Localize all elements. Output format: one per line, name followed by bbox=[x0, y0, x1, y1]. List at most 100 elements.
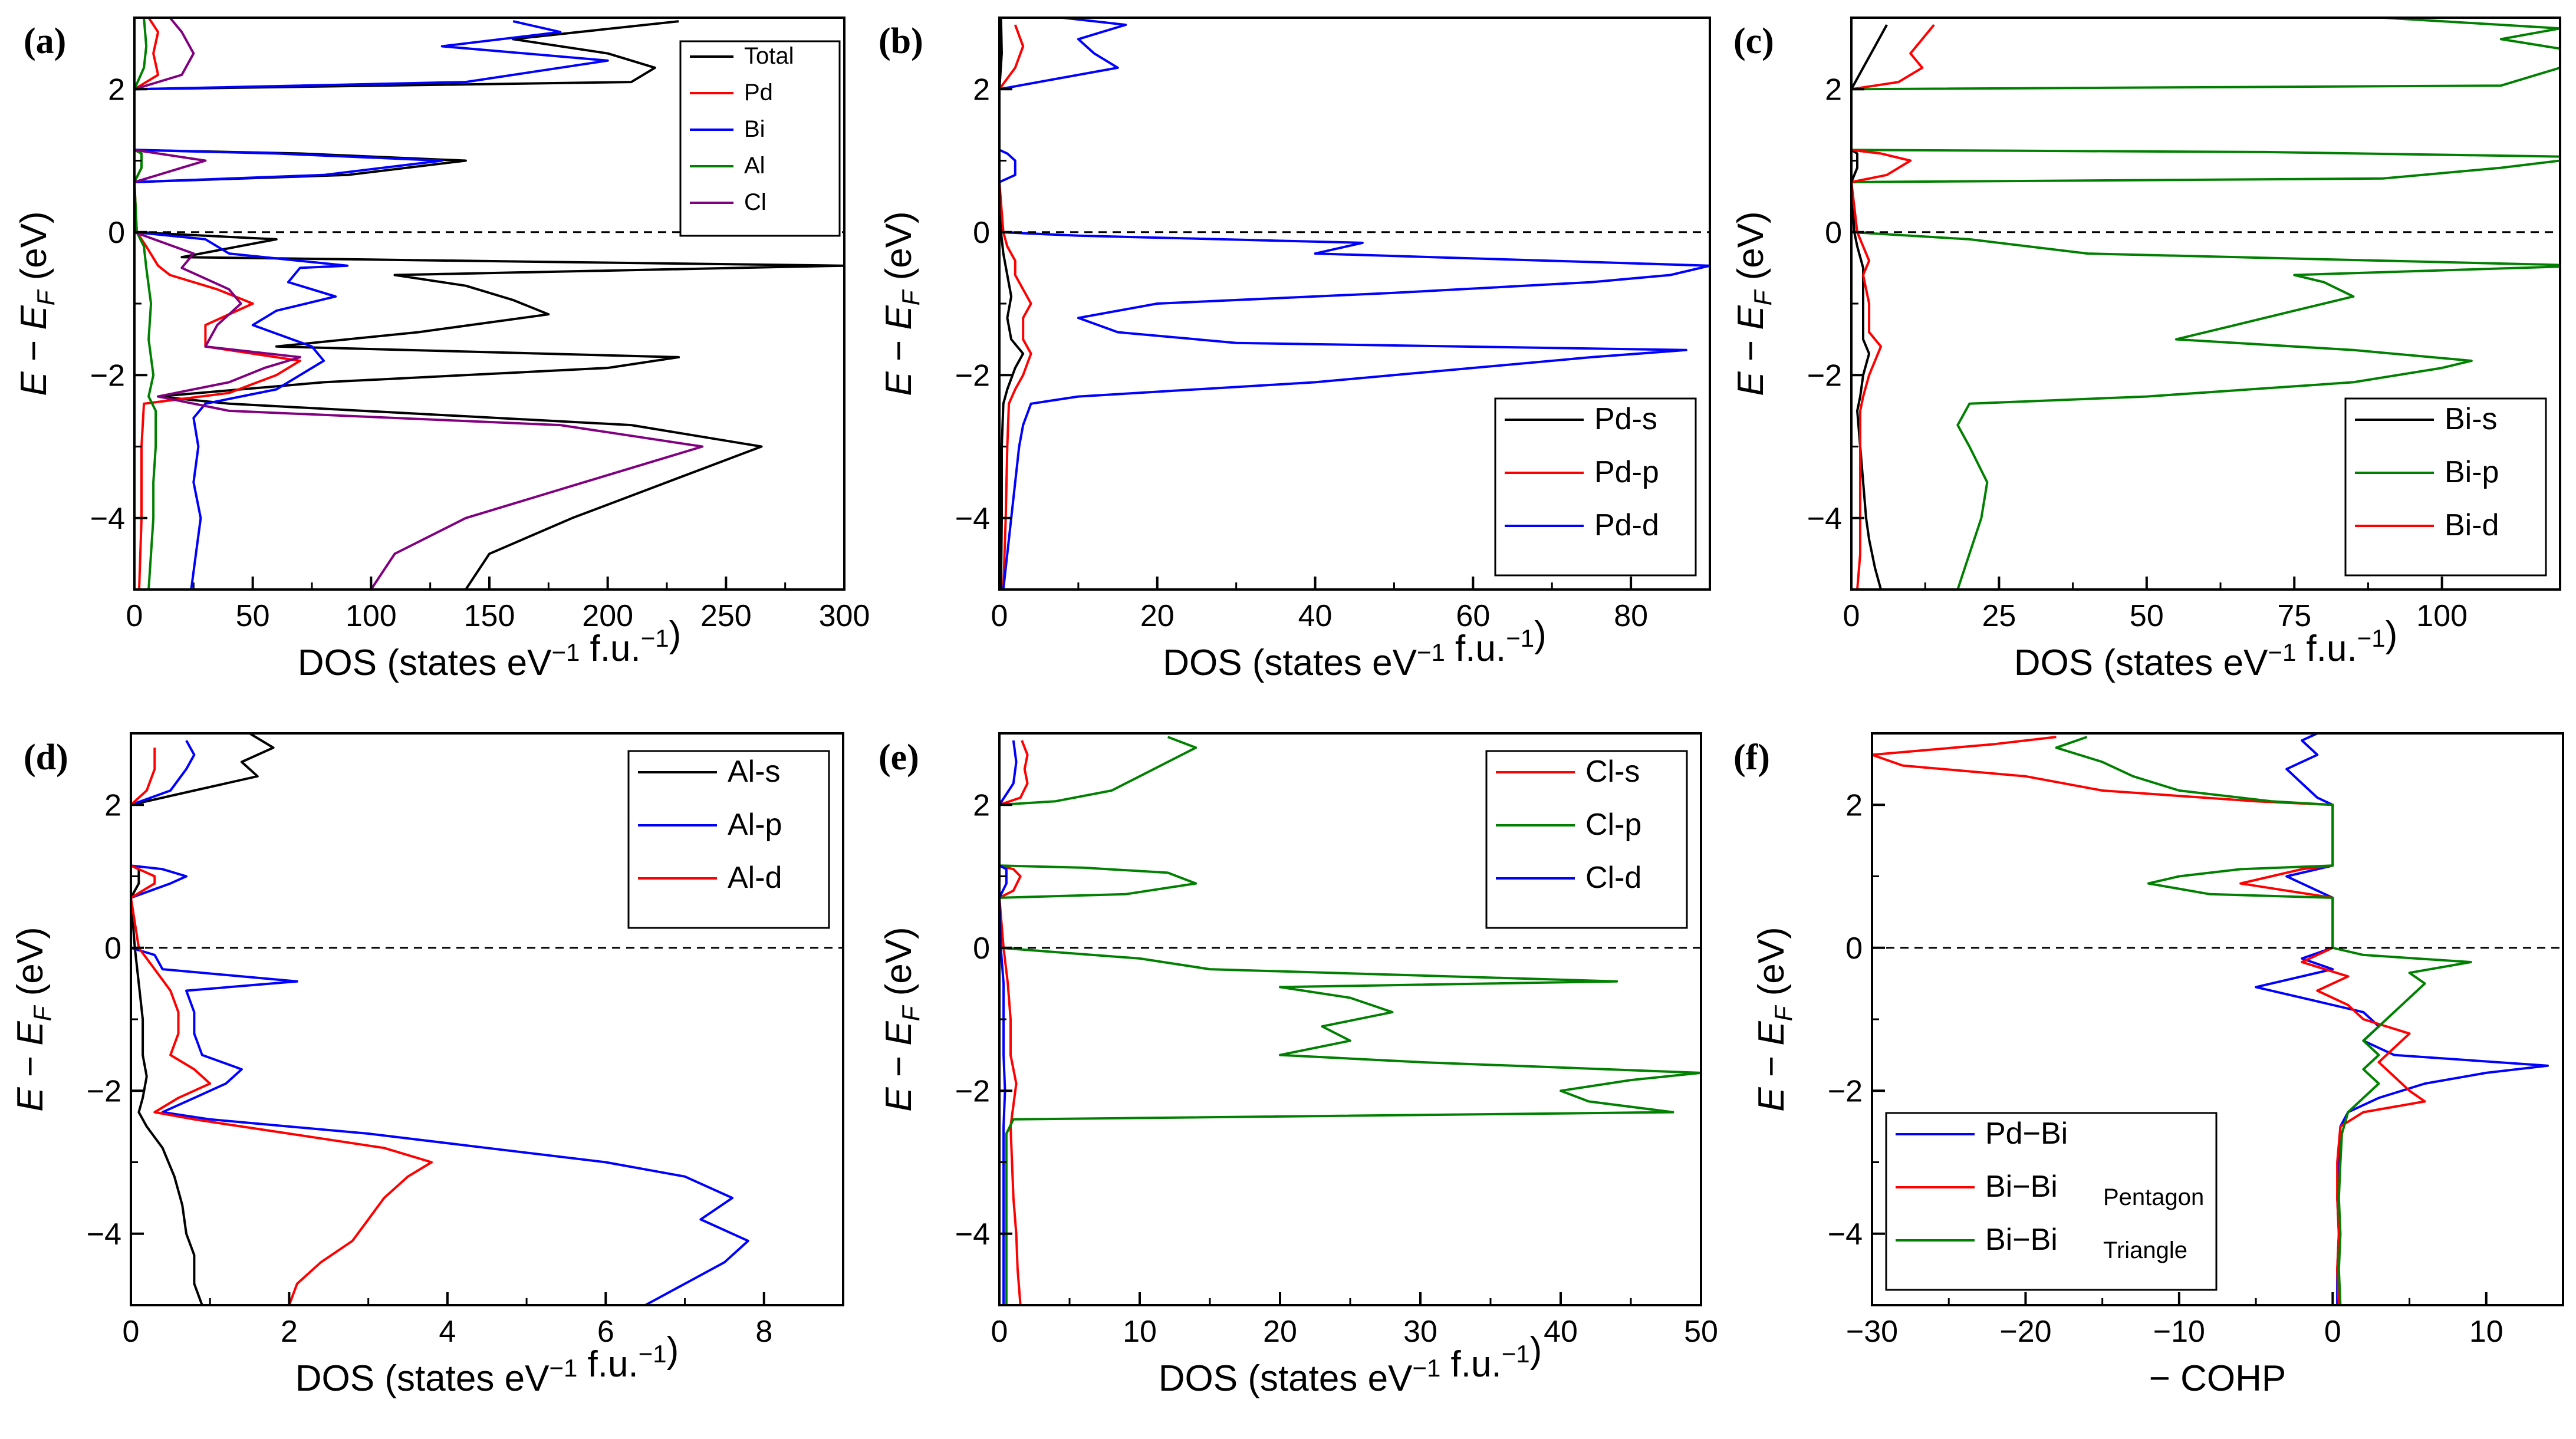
x-tick-label: 50 bbox=[236, 599, 270, 633]
y-tick-label: 2 bbox=[104, 788, 121, 822]
x-tick-label: −30 bbox=[1846, 1315, 1898, 1349]
y-axis-title: E − EF (eV) bbox=[1731, 211, 1776, 396]
x-tick-label: 0 bbox=[123, 1315, 140, 1349]
x-tick-label: 30 bbox=[1403, 1315, 1437, 1349]
y-tick-label: 2 bbox=[1845, 788, 1863, 822]
y-tick-label: −2 bbox=[1828, 1074, 1863, 1108]
legend: Pd-s Pd-p Pd-d bbox=[1494, 397, 1697, 577]
legend: Total Pd Bi Al Cl bbox=[679, 40, 841, 237]
y-axis-title: E − EF (eV) bbox=[1751, 927, 1797, 1111]
x-tick-label: 25 bbox=[1982, 599, 2016, 633]
x-tick-label: −10 bbox=[2153, 1315, 2205, 1349]
y-tick-label: 0 bbox=[1845, 931, 1863, 966]
y-tick-label: −4 bbox=[87, 1217, 121, 1252]
x-tick-label: 4 bbox=[439, 1315, 456, 1349]
x-tick-label: 150 bbox=[464, 599, 515, 633]
y-tick-label: −2 bbox=[90, 358, 125, 393]
panel-letter: (f) bbox=[1733, 737, 1770, 778]
y-tick-label: 2 bbox=[1825, 73, 1842, 107]
legend-label: Cl-p bbox=[1585, 808, 1641, 842]
legend-box bbox=[1885, 1112, 2218, 1291]
legend-label: Bi-d bbox=[2445, 508, 2499, 542]
legend-label: Bi−Bi bbox=[1985, 1223, 2058, 1257]
x-tick-label: 8 bbox=[755, 1315, 772, 1349]
series-line-pd-s bbox=[999, 18, 1025, 590]
panel-letter: (a) bbox=[24, 21, 66, 61]
traces bbox=[1872, 733, 2549, 1305]
x-tick-label: 200 bbox=[582, 599, 633, 633]
series-line-bi-s bbox=[1851, 24, 1888, 590]
legend: Cl-s Cl-p Cl-d bbox=[1485, 750, 1688, 929]
x-tick-label: 0 bbox=[991, 1315, 1008, 1349]
x-tick-label: 40 bbox=[1544, 1315, 1578, 1349]
legend-label: Total bbox=[744, 43, 794, 69]
y-tick-label: −4 bbox=[955, 1217, 990, 1252]
legend: Pd−Bi Bi−Bi Pentagon Bi−Bi Triangle bbox=[1885, 1112, 2218, 1291]
y-tick-label: −4 bbox=[90, 502, 125, 536]
x-tick-label: 6 bbox=[597, 1315, 614, 1349]
x-tick-label: 50 bbox=[2130, 599, 2164, 633]
x-tick-label: 50 bbox=[1684, 1315, 1718, 1349]
series-line-al bbox=[134, 18, 157, 590]
panel-letter: (b) bbox=[879, 21, 923, 61]
x-tick-label: 0 bbox=[126, 599, 143, 633]
panel-letter: (e) bbox=[879, 737, 919, 778]
legend-label: Cl-d bbox=[1585, 861, 1641, 895]
x-tick-label: 60 bbox=[1456, 599, 1490, 633]
series-line-pd-p bbox=[999, 24, 1032, 590]
y-axis-title: E − EF (eV) bbox=[879, 211, 925, 396]
x-tick-label: 0 bbox=[1843, 599, 1860, 633]
x-tick-label: 100 bbox=[2416, 599, 2468, 633]
legend-label: Bi-s bbox=[2445, 402, 2498, 436]
x-tick-label: 20 bbox=[1140, 599, 1175, 633]
y-tick-label: 0 bbox=[104, 931, 121, 966]
series-line-pd-bi bbox=[2255, 733, 2549, 1305]
x-tick-label: 100 bbox=[346, 599, 397, 633]
x-tick-label: 2 bbox=[281, 1315, 298, 1349]
series-line-total bbox=[134, 20, 844, 590]
legend-label: Bi bbox=[744, 116, 765, 142]
y-tick-label: 2 bbox=[108, 73, 125, 107]
traces bbox=[134, 18, 844, 590]
traces bbox=[131, 733, 749, 1305]
y-tick-label: −2 bbox=[955, 1074, 990, 1108]
panel-c: 0 25 50 75 100 −4 −2 0 2 DOS (states eV−1 f.u.−1)… bbox=[1731, 17, 2561, 683]
y-tick-label: 0 bbox=[108, 216, 125, 250]
x-axis-title: DOS (states eV−1 f.u.−1) bbox=[295, 1330, 679, 1399]
x-axis-title: DOS (states eV−1 f.u.−1) bbox=[298, 614, 682, 683]
legend-label-subscript: Pentagon bbox=[2103, 1184, 2204, 1210]
legend-label: Al bbox=[744, 153, 765, 179]
x-tick-label: 300 bbox=[819, 599, 870, 633]
x-tick-label: 80 bbox=[1614, 599, 1648, 633]
y-tick-label: −2 bbox=[955, 358, 990, 393]
legend-box bbox=[627, 750, 830, 929]
y-tick-label: 0 bbox=[973, 931, 990, 966]
y-tick-label: 0 bbox=[1825, 216, 1842, 250]
series-line-cl bbox=[134, 18, 704, 590]
legend-box bbox=[2344, 397, 2547, 577]
x-axis-title: DOS (states eV−1 f.u.−1) bbox=[1163, 614, 1547, 683]
y-axis-title: E − EF (eV) bbox=[14, 211, 60, 396]
x-tick-label: 0 bbox=[2324, 1315, 2341, 1349]
x-axis-title: DOS (states eV−1 f.u.−1) bbox=[2014, 614, 2398, 683]
panel-b: 0 20 40 60 80 −4 −2 0 2 DOS (states eV−1 f.u.−1) E… bbox=[879, 17, 1711, 683]
y-axis-title: E − EF (eV) bbox=[879, 927, 925, 1111]
series-line-bi-bi-triangle bbox=[2055, 736, 2472, 1305]
x-tick-label: 75 bbox=[2277, 599, 2311, 633]
legend-box bbox=[1494, 397, 1697, 577]
legend-label: Cl bbox=[744, 189, 766, 215]
series-line-pd bbox=[134, 18, 301, 590]
series-line-bi-bi-pentagon bbox=[1872, 736, 2426, 1305]
legend-label: Bi−Bi bbox=[1985, 1170, 2058, 1204]
y-tick-label: 2 bbox=[973, 73, 990, 107]
y-tick-label: −4 bbox=[955, 502, 990, 536]
panel-letter: (d) bbox=[24, 737, 68, 778]
x-tick-label: 10 bbox=[2469, 1315, 2503, 1349]
legend-label: Pd bbox=[744, 80, 773, 106]
x-tick-label: 0 bbox=[991, 599, 1008, 633]
legend-label: Bi-p bbox=[2445, 455, 2499, 489]
x-tick-label: −20 bbox=[1999, 1315, 2051, 1349]
y-tick-label: −2 bbox=[1807, 358, 1842, 393]
